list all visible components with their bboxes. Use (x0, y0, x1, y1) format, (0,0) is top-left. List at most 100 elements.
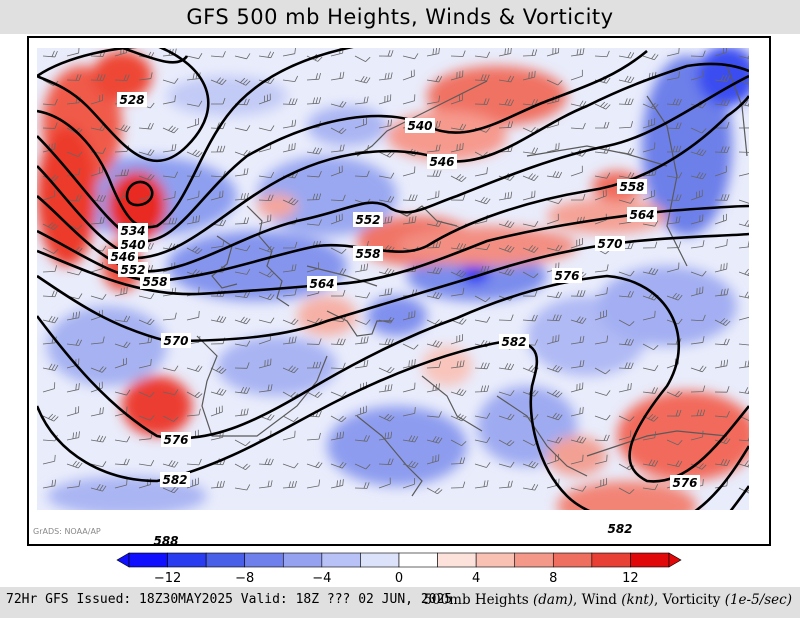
wind-barb (642, 483, 659, 491)
wind-barb (306, 170, 322, 178)
wind-barb (402, 94, 416, 105)
wind-barb (642, 387, 658, 394)
colorbar-max-cap (668, 552, 682, 568)
wind-barb (570, 454, 584, 465)
wind-barb (42, 290, 58, 298)
wind-barb (666, 216, 681, 225)
wind-barb (594, 76, 611, 84)
wind-barb (354, 405, 367, 417)
wind-barb (666, 145, 682, 153)
wind-barb (354, 319, 371, 325)
wind-barb (618, 172, 635, 179)
wind-barb (594, 367, 611, 375)
wind-barb (234, 192, 249, 201)
wind-barb (738, 291, 749, 299)
wind-barb (162, 460, 179, 468)
wind-barb (282, 288, 297, 297)
wind-barb (474, 362, 490, 370)
colorbar-segment (205, 552, 246, 568)
wind-barb (666, 390, 683, 398)
wind-barb (66, 151, 83, 157)
contour-label: 576 (670, 475, 700, 490)
wind-barb (114, 315, 131, 323)
wind-barb (450, 334, 464, 345)
contour-label: 558 (140, 274, 170, 289)
wind-barb (378, 477, 391, 489)
wind-barb (474, 316, 491, 323)
wind-barb (114, 74, 130, 81)
vorticity-shading (37, 48, 749, 510)
wind-barb (306, 262, 320, 273)
wind-barb (426, 220, 443, 227)
wind-barb (282, 415, 299, 423)
wind-barb (186, 215, 200, 225)
wind-barb (66, 194, 82, 202)
wind-barb (714, 239, 728, 249)
wind-barb (738, 460, 749, 468)
svg-text:528: 528 (119, 93, 144, 107)
wind-barb (714, 411, 730, 418)
wind-barb (258, 125, 275, 132)
wind-barb (354, 435, 370, 442)
wind-barb (594, 309, 607, 321)
wind-barb (738, 146, 749, 153)
svg-text:576: 576 (672, 476, 697, 490)
wind-barb (282, 430, 296, 441)
wind-barb (642, 343, 659, 351)
wind-barb (642, 310, 656, 321)
wind-barb (330, 165, 343, 177)
wind-barb (330, 338, 346, 346)
colorbar-tick-label: −4 (312, 571, 331, 586)
wind-barb (594, 189, 607, 201)
wind-barb (90, 94, 104, 105)
colorbar-tick-label: 4 (472, 571, 480, 586)
wind-barb (378, 94, 392, 105)
wind-barb (714, 359, 729, 369)
wind-barb (426, 144, 441, 153)
wind-barb (354, 96, 369, 105)
contour-label: 576 (552, 268, 582, 283)
wind-barb (330, 144, 345, 153)
wind-barb (210, 405, 223, 417)
wind-barb (474, 265, 490, 273)
wind-barb (666, 409, 682, 417)
wind-barb (114, 458, 130, 466)
wind-barb (690, 409, 706, 417)
wind-barb (258, 194, 274, 202)
wind-barb (714, 458, 731, 466)
wind-barb (234, 439, 251, 447)
wind-barb (714, 338, 730, 346)
credit-text: GrADS: NOAA/AP (33, 527, 101, 536)
wind-barb (426, 48, 440, 57)
wind-barb (114, 436, 131, 443)
wind-barb (162, 365, 179, 372)
svg-text:576: 576 (163, 433, 188, 447)
wind-barb (114, 341, 131, 349)
wind-barb (258, 171, 275, 179)
wind-barb (234, 408, 249, 417)
wind-barb (690, 171, 707, 180)
wind-barb (738, 240, 749, 249)
wind-barb (450, 70, 464, 81)
wind-barb (186, 477, 199, 489)
wind-barb (642, 413, 659, 422)
wind-barb (594, 414, 611, 421)
wind-barb (330, 101, 347, 108)
wind-barb (306, 219, 322, 226)
wind-barb (66, 311, 81, 321)
wind-barb (642, 220, 659, 227)
wind-barb (402, 477, 415, 489)
wind-barb (666, 262, 680, 273)
wind-barb (282, 197, 299, 206)
wind-barb (594, 335, 609, 345)
wind-barb (546, 364, 563, 373)
wind-barb (642, 168, 657, 177)
colorbar-tick-label: 8 (549, 571, 557, 586)
wind-barb (330, 194, 346, 202)
issued-valid-text: 72Hr GFS Issued: 18Z30MAY2025 Valid: 18Z… (6, 592, 453, 607)
wind-barb (186, 310, 200, 321)
colorbar-segment (630, 552, 670, 568)
wind-barb (546, 314, 562, 322)
wind-barb (306, 97, 322, 105)
wind-barb (642, 267, 659, 276)
